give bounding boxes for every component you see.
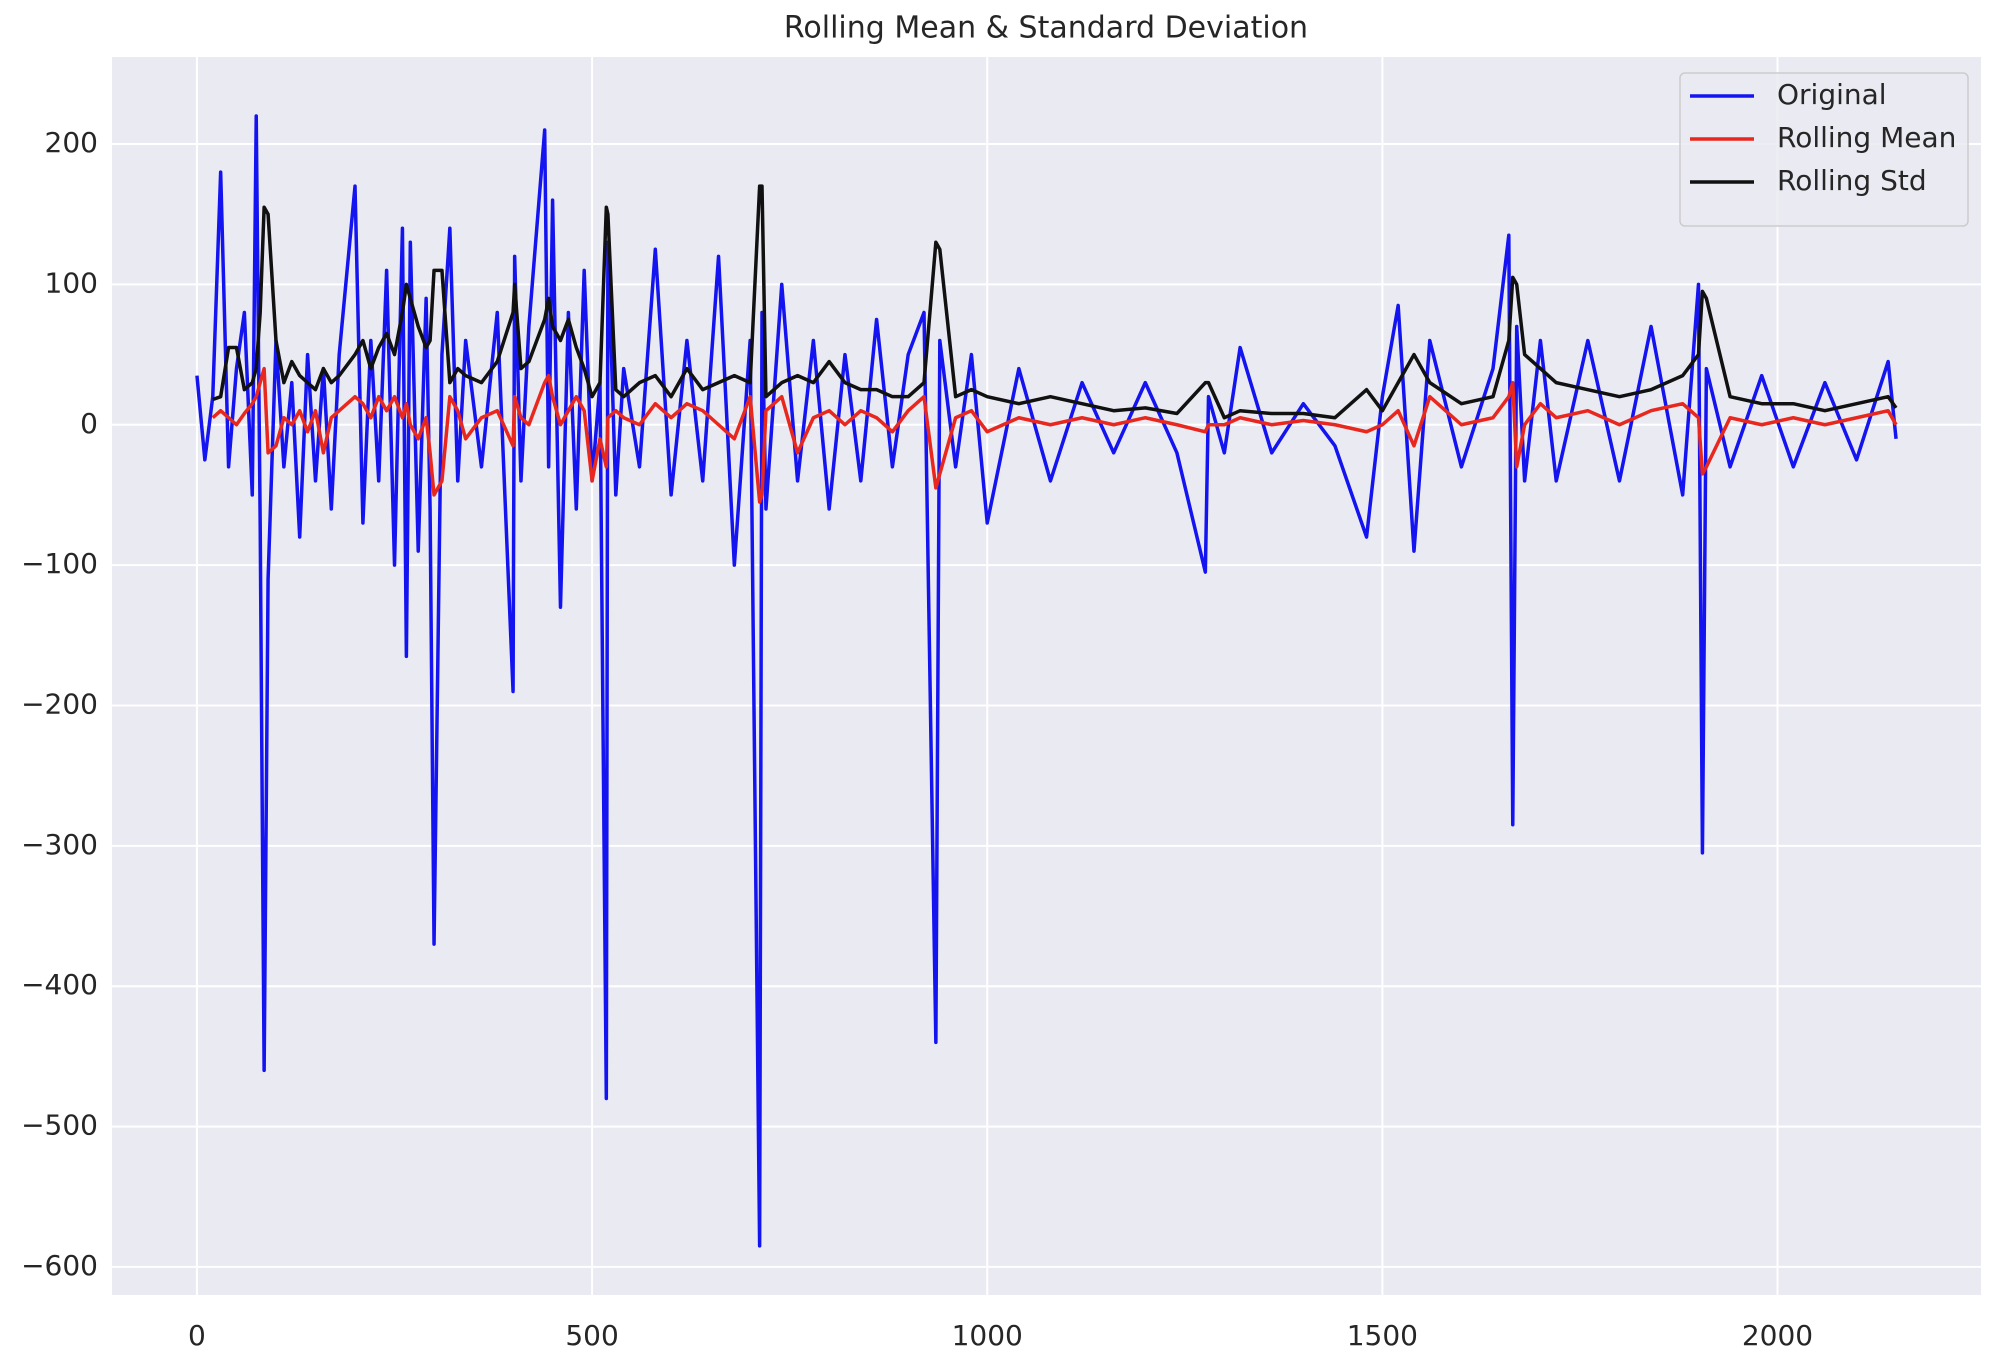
series-line xyxy=(211,366,1898,504)
legend-label: Rolling Mean xyxy=(1777,121,1956,154)
x-tick-label: 2000 xyxy=(1742,1319,1813,1352)
y-tick-label: −100 xyxy=(21,547,98,580)
y-tick-label: −300 xyxy=(21,828,98,861)
chart-title: Rolling Mean & Standard Deviation xyxy=(784,11,1308,46)
y-tick-label: −200 xyxy=(21,687,98,720)
x-tick-label: 500 xyxy=(565,1319,618,1352)
y-tick-label: −400 xyxy=(21,968,98,1001)
legend-box xyxy=(1679,72,1969,227)
y-tick-label: 0 xyxy=(80,407,98,440)
legend-label: Rolling Std xyxy=(1777,164,1927,197)
legend: Original Rolling Mean Rolling Std xyxy=(1679,72,1969,227)
y-tick-label: 200 xyxy=(45,126,98,159)
x-tick-label: 0 xyxy=(188,1319,206,1352)
y-tick-label: −600 xyxy=(21,1249,98,1282)
x-tick-label: 1500 xyxy=(1347,1319,1418,1352)
series-line xyxy=(195,114,1898,1248)
series-line xyxy=(212,184,1898,420)
y-tick-label: 100 xyxy=(45,266,98,299)
x-tick-label: 1000 xyxy=(952,1319,1023,1352)
legend-label: Original xyxy=(1777,78,1887,111)
plot-area xyxy=(112,57,1981,1295)
y-tick-label: −500 xyxy=(21,1109,98,1142)
